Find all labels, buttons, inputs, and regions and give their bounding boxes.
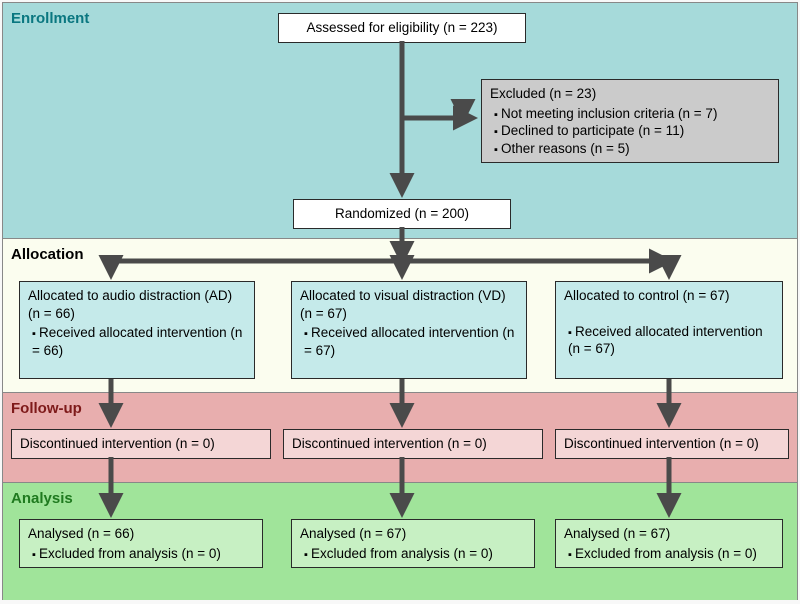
phase-label-allocation: Allocation — [11, 245, 84, 265]
text-excluded-title: Excluded (n = 23) — [490, 85, 770, 103]
list-item: Not meeting inclusion criteria (n = 7) — [494, 105, 770, 123]
phase-label-analysis: Analysis — [11, 489, 73, 509]
list-item: Excluded from analysis (n = 0) — [568, 545, 774, 563]
list-ana-vd: Excluded from analysis (n = 0) — [304, 545, 526, 563]
list-item: Received allocated intervention (n = 66) — [32, 324, 246, 359]
phase-label-enrollment: Enrollment — [11, 9, 89, 29]
box-excluded: Excluded (n = 23) Not meeting inclusion … — [481, 79, 779, 163]
box-randomized: Randomized (n = 200) — [293, 199, 511, 229]
box-disc-ad: Discontinued intervention (n = 0) — [11, 429, 271, 459]
text-disc-ad: Discontinued intervention (n = 0) — [20, 436, 215, 451]
text-ana-vd-title: Analysed (n = 67) — [300, 525, 526, 543]
box-ana-vd: Analysed (n = 67) Excluded from analysis… — [291, 519, 535, 568]
text-ana-ctl-title: Analysed (n = 67) — [564, 525, 774, 543]
list-item: Excluded from analysis (n = 0) — [32, 545, 254, 563]
consort-flow-diagram: Enrollment Allocation Follow-up Analysis… — [2, 2, 798, 600]
list-item: Received allocated intervention (n = 67) — [304, 324, 518, 359]
list-excluded: Not meeting inclusion criteria (n = 7) D… — [494, 105, 770, 158]
list-item: Other reasons (n = 5) — [494, 140, 770, 158]
text-assessed: Assessed for eligibility (n = 223) — [307, 20, 498, 35]
text-ana-ad-title: Analysed (n = 66) — [28, 525, 254, 543]
box-alloc-ctl: Allocated to control (n = 67) Received a… — [555, 281, 783, 379]
text-alloc-ctl-title: Allocated to control (n = 67) — [564, 287, 774, 305]
text-disc-vd: Discontinued intervention (n = 0) — [292, 436, 487, 451]
list-item: Excluded from analysis (n = 0) — [304, 545, 526, 563]
list-alloc-ctl: Received allocated intervention (n = 67) — [568, 323, 774, 358]
box-alloc-vd: Allocated to visual distraction (VD) (n … — [291, 281, 527, 379]
list-item: Declined to participate (n = 11) — [494, 122, 770, 140]
list-ana-ctl: Excluded from analysis (n = 0) — [568, 545, 774, 563]
box-ana-ad: Analysed (n = 66) Excluded from analysis… — [19, 519, 263, 568]
text-alloc-ad-title: Allocated to audio distraction (AD) (n =… — [28, 287, 246, 322]
list-item: Received allocated intervention (n = 67) — [568, 323, 774, 358]
box-assessed: Assessed for eligibility (n = 223) — [278, 13, 526, 43]
list-ana-ad: Excluded from analysis (n = 0) — [32, 545, 254, 563]
list-alloc-ad: Received allocated intervention (n = 66) — [32, 324, 246, 359]
box-disc-vd: Discontinued intervention (n = 0) — [283, 429, 543, 459]
list-alloc-vd: Received allocated intervention (n = 67) — [304, 324, 518, 359]
box-disc-ctl: Discontinued intervention (n = 0) — [555, 429, 789, 459]
text-disc-ctl: Discontinued intervention (n = 0) — [564, 436, 759, 451]
text-randomized: Randomized (n = 200) — [335, 206, 469, 221]
box-ana-ctl: Analysed (n = 67) Excluded from analysis… — [555, 519, 783, 568]
box-alloc-ad: Allocated to audio distraction (AD) (n =… — [19, 281, 255, 379]
text-alloc-vd-title: Allocated to visual distraction (VD) (n … — [300, 287, 518, 322]
phase-label-followup: Follow-up — [11, 399, 82, 419]
